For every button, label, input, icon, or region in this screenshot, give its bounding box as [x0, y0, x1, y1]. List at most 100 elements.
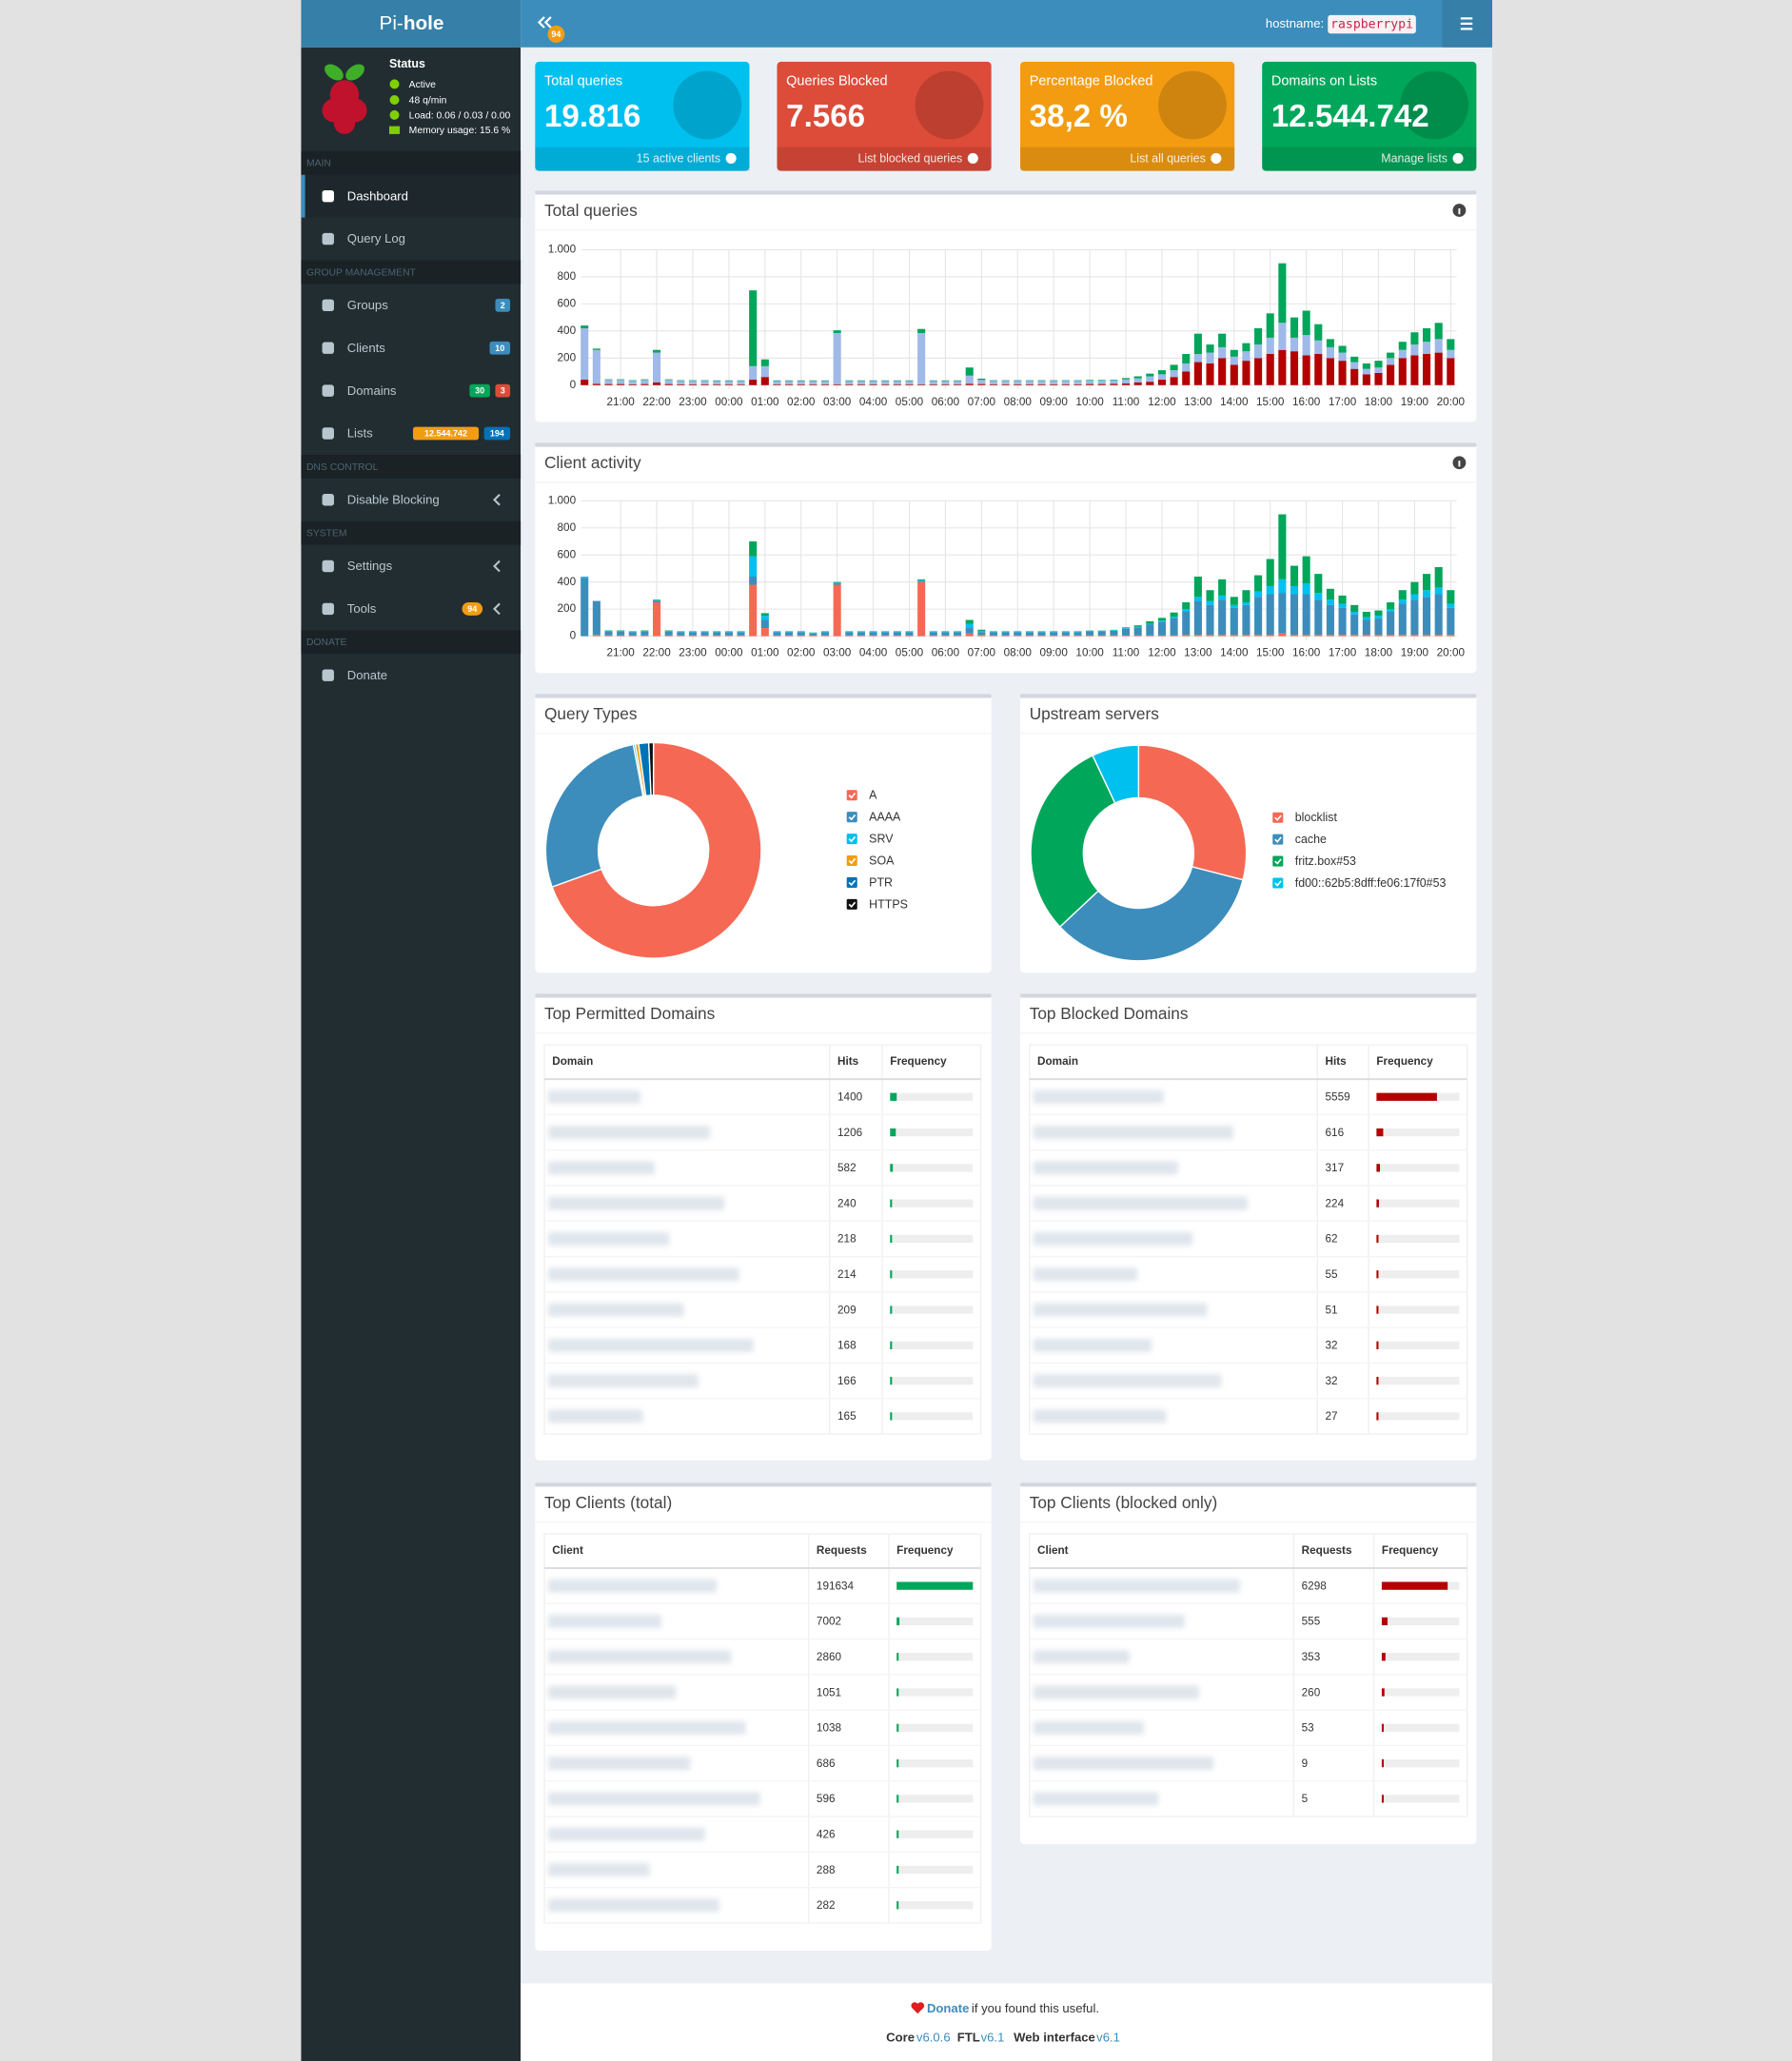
bar-segment[interactable]	[749, 380, 758, 385]
bar-segment[interactable]	[640, 379, 649, 381]
bar-segment[interactable]	[737, 632, 745, 636]
bar-segment[interactable]	[1387, 635, 1395, 637]
bar-segment[interactable]	[653, 349, 661, 353]
bar-segment[interactable]	[1182, 611, 1191, 636]
legend-checkbox[interactable]	[846, 898, 857, 910]
bar-segment[interactable]	[1278, 514, 1287, 579]
bar-segment[interactable]	[1086, 635, 1094, 637]
bar-segment[interactable]	[1025, 635, 1034, 637]
bar-segment[interactable]	[1423, 354, 1431, 385]
bar-segment[interactable]	[809, 380, 817, 382]
bar-segment[interactable]	[1278, 579, 1287, 594]
bar-segment[interactable]	[617, 380, 625, 384]
legend-checkbox[interactable]	[1272, 855, 1284, 867]
bar-segment[interactable]	[1182, 609, 1191, 612]
bar-segment[interactable]	[1097, 383, 1106, 385]
bar-segment[interactable]	[1434, 594, 1443, 636]
bar-segment[interactable]	[1193, 576, 1202, 598]
bar-segment[interactable]	[1398, 590, 1407, 600]
bar-segment[interactable]	[1133, 625, 1142, 627]
bar-segment[interactable]	[820, 380, 830, 382]
bar-segment[interactable]	[1182, 602, 1191, 610]
bar-segment[interactable]	[1014, 631, 1022, 633]
bar-segment[interactable]	[1073, 632, 1082, 636]
bar-segment[interactable]	[833, 582, 841, 584]
bar-segment[interactable]	[1073, 381, 1082, 384]
bar-segment[interactable]	[664, 383, 673, 385]
bar-segment[interactable]	[1193, 597, 1202, 601]
bar-segment[interactable]	[1242, 590, 1250, 603]
bar-segment[interactable]	[688, 632, 698, 636]
bar-segment[interactable]	[1121, 378, 1131, 380]
bar-segment[interactable]	[1061, 635, 1070, 637]
bar-segment[interactable]	[833, 581, 841, 583]
bar-segment[interactable]	[604, 631, 613, 636]
bar-segment[interactable]	[724, 384, 733, 385]
bar-segment[interactable]	[1218, 635, 1227, 637]
bar-segment[interactable]	[1025, 381, 1034, 384]
stat-footer[interactable]	[535, 147, 750, 171]
doughnut-slice[interactable]	[551, 741, 762, 959]
bar-segment[interactable]	[773, 381, 781, 385]
bar-segment[interactable]	[1362, 619, 1370, 636]
bar-segment[interactable]	[1146, 635, 1154, 637]
bar-segment[interactable]	[820, 384, 830, 385]
bar-segment[interactable]	[905, 380, 914, 382]
bar-segment[interactable]	[1278, 633, 1287, 637]
bar-segment[interactable]	[905, 384, 914, 385]
bar-segment[interactable]	[1050, 381, 1058, 384]
bar-segment[interactable]	[749, 576, 758, 585]
bar-segment[interactable]	[1133, 626, 1142, 628]
bar-segment[interactable]	[1170, 616, 1178, 618]
bar-segment[interactable]	[628, 635, 637, 637]
bar-segment[interactable]	[1001, 381, 1010, 384]
legend-checkbox[interactable]	[1272, 834, 1284, 845]
bar-segment[interactable]	[941, 381, 950, 385]
bar-segment[interactable]	[1423, 342, 1431, 355]
bar-segment[interactable]	[857, 635, 865, 637]
bar-segment[interactable]	[1086, 380, 1094, 382]
bar-segment[interactable]	[954, 631, 962, 633]
bar-segment[interactable]	[664, 631, 673, 636]
version-number[interactable]: v6.1	[981, 2030, 1005, 2044]
bar-segment[interactable]	[749, 556, 758, 577]
bar-segment[interactable]	[1086, 630, 1094, 632]
bar-segment[interactable]	[929, 380, 937, 382]
bar-segment[interactable]	[1290, 585, 1299, 595]
bar-segment[interactable]	[845, 635, 854, 637]
bar-segment[interactable]	[713, 631, 721, 633]
bar-segment[interactable]	[1266, 337, 1274, 355]
bar-segment[interactable]	[989, 631, 998, 633]
bar-segment[interactable]	[1266, 559, 1274, 586]
bar-segment[interactable]	[592, 600, 601, 636]
bar-segment[interactable]	[1182, 363, 1191, 372]
bar-segment[interactable]	[1097, 630, 1106, 632]
bar-segment[interactable]	[1423, 597, 1431, 636]
bar-segment[interactable]	[1037, 383, 1046, 385]
bar-segment[interactable]	[797, 381, 805, 385]
bar-segment[interactable]	[1121, 635, 1131, 637]
bar-segment[interactable]	[1218, 599, 1227, 636]
nav-item-active[interactable]	[301, 174, 522, 218]
bar-segment[interactable]	[677, 381, 685, 384]
bar-segment[interactable]	[653, 352, 661, 383]
bar-segment[interactable]	[1398, 342, 1407, 350]
bar-segment[interactable]	[820, 381, 830, 385]
bar-segment[interactable]	[1278, 349, 1287, 385]
bar-segment[interactable]	[1254, 358, 1263, 385]
bar-segment[interactable]	[1278, 323, 1287, 350]
bar-segment[interactable]	[640, 635, 649, 637]
bar-segment[interactable]	[785, 380, 794, 382]
bar-segment[interactable]	[954, 381, 962, 385]
bar-segment[interactable]	[785, 635, 794, 637]
bar-segment[interactable]	[617, 631, 625, 636]
bar-segment[interactable]	[1302, 355, 1310, 385]
bar-segment[interactable]	[1362, 374, 1370, 385]
bar-segment[interactable]	[1410, 599, 1419, 636]
bar-segment[interactable]	[1193, 354, 1202, 363]
bar-segment[interactable]	[664, 630, 673, 632]
bar-segment[interactable]	[1097, 635, 1106, 637]
bar-segment[interactable]	[977, 380, 986, 384]
bar-segment[interactable]	[1157, 380, 1167, 385]
bar-segment[interactable]	[869, 384, 877, 385]
